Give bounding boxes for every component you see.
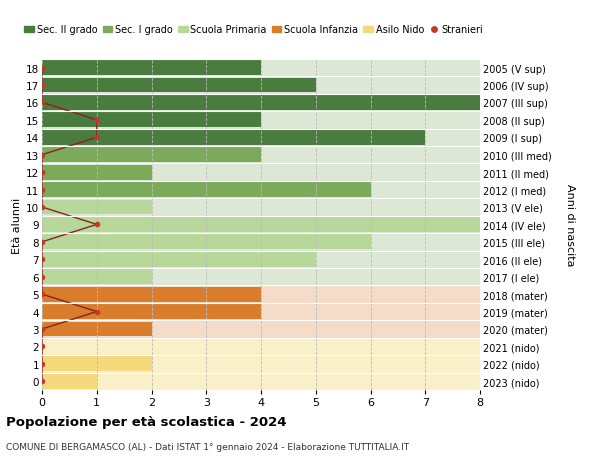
Bar: [42, 112, 480, 129]
Bar: [42, 146, 480, 164]
Bar: [42, 199, 480, 216]
Bar: [42, 78, 316, 93]
Bar: [42, 355, 480, 373]
Bar: [42, 235, 371, 250]
Bar: [42, 357, 151, 371]
Legend: Sec. II grado, Sec. I grado, Scuola Primaria, Scuola Infanzia, Asilo Nido, Stran: Sec. II grado, Sec. I grado, Scuola Prim…: [20, 22, 487, 39]
Bar: [42, 148, 261, 163]
Y-axis label: Età alunni: Età alunni: [12, 197, 22, 253]
Text: Popolazione per età scolastica - 2024: Popolazione per età scolastica - 2024: [6, 415, 287, 428]
Bar: [42, 320, 480, 338]
Bar: [42, 270, 151, 285]
Bar: [42, 304, 261, 319]
Bar: [42, 165, 151, 180]
Bar: [42, 269, 480, 286]
Bar: [42, 338, 480, 355]
Bar: [42, 374, 97, 389]
Bar: [42, 251, 480, 269]
Bar: [42, 183, 371, 197]
Bar: [42, 130, 425, 146]
Bar: [42, 286, 480, 303]
Bar: [42, 234, 480, 251]
Bar: [42, 322, 151, 336]
Bar: [42, 77, 480, 95]
Bar: [42, 287, 261, 302]
Bar: [42, 303, 480, 320]
Bar: [42, 164, 480, 181]
Bar: [42, 373, 480, 390]
Bar: [42, 218, 480, 232]
Bar: [42, 61, 261, 76]
Bar: [42, 95, 480, 112]
Text: COMUNE DI BERGAMASCO (AL) - Dati ISTAT 1° gennaio 2024 - Elaborazione TUTTITALIA: COMUNE DI BERGAMASCO (AL) - Dati ISTAT 1…: [6, 442, 409, 451]
Y-axis label: Anni di nascita: Anni di nascita: [565, 184, 575, 266]
Bar: [42, 181, 480, 199]
Bar: [42, 60, 480, 77]
Bar: [42, 129, 480, 146]
Bar: [42, 200, 151, 215]
Bar: [42, 113, 261, 128]
Bar: [42, 96, 480, 111]
Bar: [42, 216, 480, 234]
Bar: [42, 252, 316, 267]
